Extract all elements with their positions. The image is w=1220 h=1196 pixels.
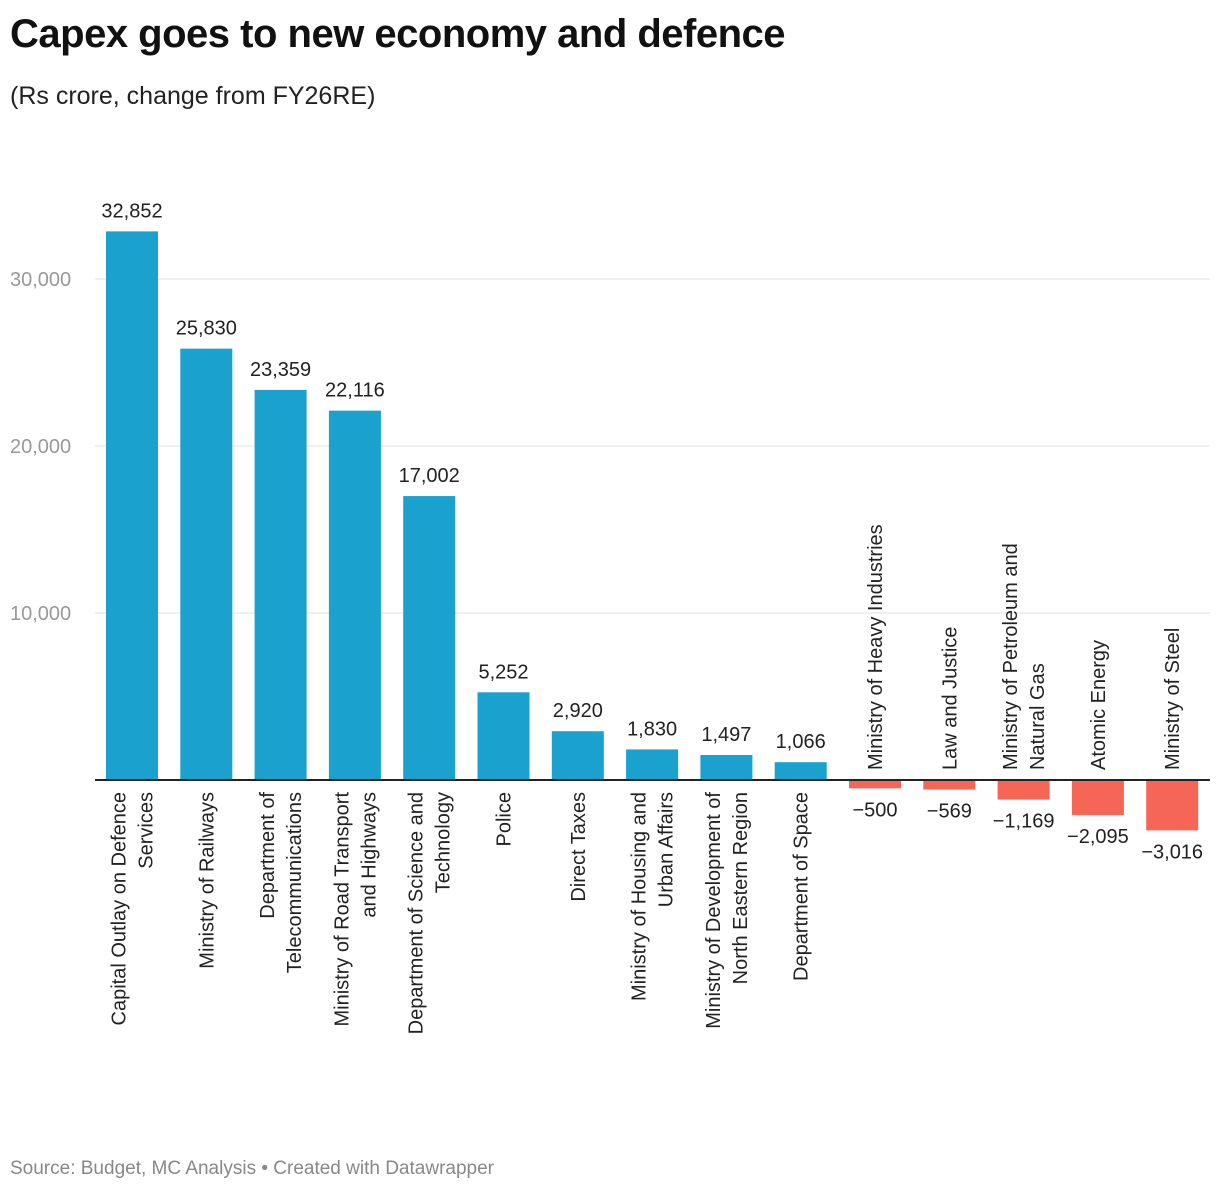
category-label: Ministry of Housing and Urban Affairs: [629, 792, 678, 1001]
value-label: −2,095: [1067, 826, 1129, 848]
bar: [551, 731, 604, 780]
value-label: −1,169: [993, 811, 1055, 833]
category-label: Law and Justice: [939, 627, 961, 770]
value-label: −569: [927, 801, 972, 823]
category-label-line: Ministry of Housing and: [629, 792, 651, 1001]
category-label-line: Telecommunications: [284, 792, 306, 973]
value-label: 22,116: [325, 380, 385, 402]
y-tick-label: 10,000: [10, 603, 71, 625]
value-label: 23,359: [250, 359, 311, 381]
bar: [180, 348, 233, 780]
category-label-line: Urban Affairs: [656, 792, 678, 907]
category-label-line: Department of: [257, 792, 279, 919]
category-label-line: Ministry of Heavy Industries: [865, 524, 887, 770]
category-label-line: Police: [494, 792, 516, 846]
category-label: Ministry of Road Transport and Highways: [331, 792, 380, 1027]
category-label: Police: [494, 792, 516, 846]
value-label: 25,830: [176, 318, 237, 340]
category-label-line: Capital Outlay on Defence: [109, 792, 131, 1025]
bar: [254, 389, 307, 780]
category-label-line: Ministry of Petroleum and: [1000, 543, 1022, 770]
category-label-line: Law and Justice: [939, 627, 961, 770]
bar: [774, 762, 827, 780]
category-label: Ministry of Steel: [1162, 628, 1184, 770]
bar: [1146, 780, 1199, 831]
category-label: Direct Taxes: [568, 792, 590, 902]
category-label-line: and Highways: [358, 792, 380, 918]
category-label-line: Department of Science and: [406, 792, 428, 1034]
category-label-line: Atomic Energy: [1088, 640, 1110, 770]
bar: [328, 410, 381, 780]
value-label: 1,497: [701, 724, 751, 746]
value-label: 1,066: [776, 731, 826, 753]
bar: [403, 496, 456, 780]
value-label: 17,002: [399, 465, 460, 487]
category-label: Ministry of Railways: [196, 792, 218, 969]
category-label-line: Technology: [433, 792, 455, 893]
category-label-line: Ministry of Railways: [196, 792, 218, 969]
value-label: 32,852: [101, 200, 162, 222]
source-note: Source: Budget, MC Analysis • Created wi…: [10, 1158, 494, 1179]
value-label: −3,016: [1141, 841, 1203, 863]
bar: [1071, 780, 1124, 815]
value-label: 5,252: [478, 661, 528, 683]
value-label: −500: [852, 799, 897, 821]
bar-chart: 10,000 20,000 30,000 32,852 Capital Outlay o…: [10, 200, 1210, 1034]
chart-subtitle: (Rs crore, change from FY26RE): [10, 82, 376, 110]
category-label: Department of Telecommunications: [257, 792, 306, 974]
category-label-line: Natural Gas: [1027, 663, 1049, 770]
bar: [849, 780, 901, 789]
category-label: Atomic Energy: [1088, 640, 1110, 770]
bar: [626, 749, 679, 780]
category-label: Ministry of Petroleum and Natural Gas: [1000, 543, 1049, 770]
category-label-line: Ministry of Steel: [1162, 628, 1184, 770]
value-label: 2,920: [553, 700, 603, 722]
y-tick-label: 20,000: [10, 436, 71, 458]
value-label: 1,830: [627, 718, 677, 740]
category-label-line: Ministry of Development of: [703, 792, 725, 1029]
category-label: Department of Space: [791, 792, 813, 981]
category-label: Department of Science and Technology: [406, 792, 455, 1034]
category-label-line: Direct Taxes: [568, 792, 590, 902]
bar: [923, 780, 976, 790]
category-label-line: Services: [136, 792, 158, 869]
bar: [477, 692, 530, 780]
bar: [106, 231, 158, 781]
category-label: Capital Outlay on Defence Services: [109, 792, 158, 1025]
category-label-line: Ministry of Road Transport: [331, 792, 353, 1027]
category-label-line: Department of Space: [791, 792, 813, 981]
bar: [700, 755, 753, 780]
bar: [997, 780, 1050, 800]
chart-title: Capex goes to new economy and defence: [10, 12, 786, 56]
category-label: Ministry of Development of North Eastern …: [703, 792, 752, 1029]
y-tick-label: 30,000: [10, 269, 71, 291]
category-label: Ministry of Heavy Industries: [865, 524, 887, 770]
category-label-line: North Eastern Region: [730, 792, 752, 984]
